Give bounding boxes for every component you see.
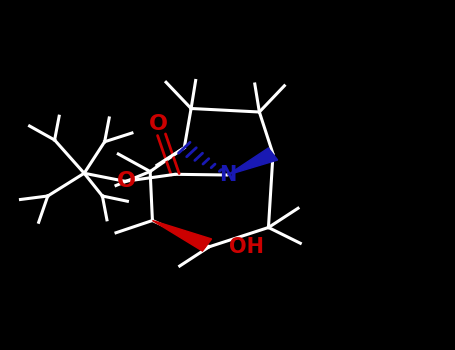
Polygon shape	[228, 148, 278, 175]
Text: O: O	[148, 113, 167, 134]
Text: OH: OH	[229, 237, 264, 257]
Text: O: O	[116, 170, 136, 191]
Polygon shape	[152, 220, 212, 251]
Text: N: N	[219, 165, 236, 185]
